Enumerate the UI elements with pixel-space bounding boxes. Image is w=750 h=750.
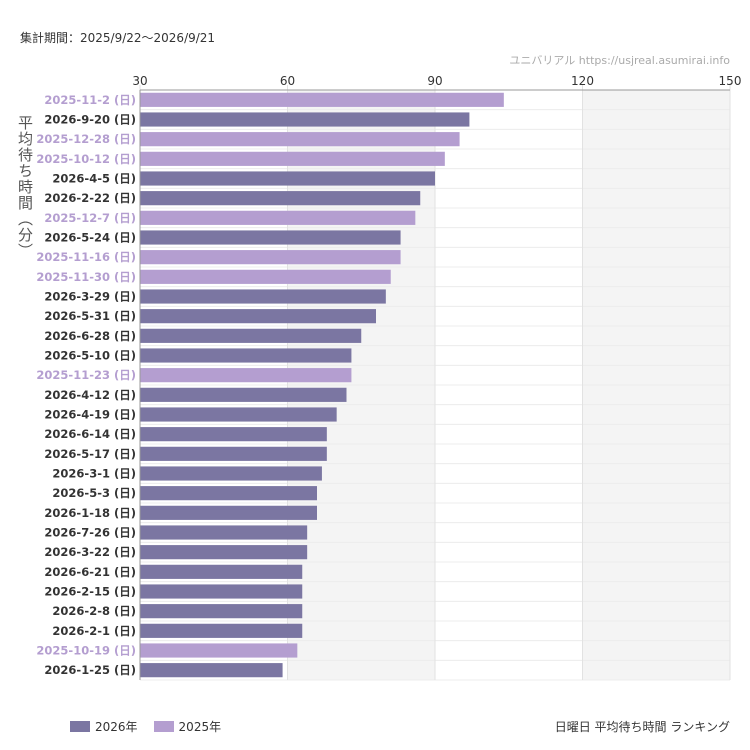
x-tick-label: 60 (280, 74, 295, 88)
category-label: 2025-12-7 (日) (44, 211, 136, 225)
category-label: 2026-1-25 (日) (44, 663, 136, 677)
bar (140, 427, 327, 442)
category-label: 2025-10-19 (日) (36, 644, 136, 658)
x-tick-label: 90 (427, 74, 442, 88)
category-label: 2026-6-14 (日) (44, 427, 136, 441)
bar (140, 525, 308, 540)
bar (140, 643, 298, 658)
bar (140, 368, 352, 383)
category-label: 2026-2-22 (日) (44, 191, 136, 205)
bar (140, 269, 391, 284)
period-label: 集計期間：2025/9/22〜2026/9/21 (20, 31, 216, 45)
category-label: 2026-4-12 (日) (44, 388, 136, 402)
bar (140, 663, 283, 678)
category-label: 2026-6-21 (日) (44, 565, 136, 579)
bar (140, 505, 317, 520)
category-label: 2026-3-22 (日) (44, 545, 136, 559)
category-label: 2025-11-16 (日) (36, 250, 136, 264)
category-label: 2025-11-30 (日) (36, 270, 136, 284)
legend-label-2025: 2025年 (178, 720, 222, 734)
category-label: 2026-9-20 (日) (44, 113, 136, 127)
bar (140, 289, 386, 304)
category-label: 2025-11-23 (日) (36, 368, 136, 382)
category-label: 2026-2-15 (日) (44, 585, 136, 599)
bar (140, 387, 347, 402)
legend-label-2026: 2026年 (95, 720, 138, 734)
legend: 2026年 2025年 (70, 718, 237, 735)
bar (140, 466, 322, 481)
bar (140, 112, 470, 127)
category-label: 2026-1-18 (日) (44, 506, 136, 520)
bar (140, 328, 362, 343)
legend-item-2026[interactable]: 2026年 (70, 718, 138, 735)
category-label: 2025-10-12 (日) (36, 152, 136, 166)
category-label: 2026-5-24 (日) (44, 231, 136, 245)
bar (140, 623, 303, 638)
chart-caption: 日曜日 平均待ち時間 ランキング (554, 720, 730, 734)
category-label: 2026-5-31 (日) (44, 309, 136, 323)
bar (140, 407, 337, 422)
category-label: 2026-5-10 (日) (44, 349, 136, 363)
legend-item-2025[interactable]: 2025年 (153, 718, 222, 735)
bar (140, 250, 401, 265)
x-tick-label: 120 (571, 74, 594, 88)
category-label: 2026-3-29 (日) (44, 290, 136, 304)
bar (140, 151, 445, 166)
category-label: 2026-6-28 (日) (44, 329, 136, 343)
bar (140, 230, 401, 245)
bar (140, 171, 435, 186)
bar (140, 604, 303, 619)
bar (140, 564, 303, 579)
x-tick-label: 30 (132, 74, 147, 88)
bar (140, 132, 460, 147)
x-tick-label: 150 (719, 74, 742, 88)
legend-swatch-2025 (153, 721, 174, 732)
y-axis-label: 平均待ち時間（分） (16, 115, 34, 259)
category-label: 2026-2-1 (日) (52, 624, 136, 638)
legend-swatch-2026 (70, 721, 90, 732)
bar (140, 92, 504, 107)
bar (140, 545, 308, 560)
category-label: 2026-4-19 (日) (44, 408, 136, 422)
category-label: 2026-5-3 (日) (52, 486, 136, 500)
category-label: 2025-12-28 (日) (36, 132, 136, 146)
category-label: 2026-2-8 (日) (52, 604, 136, 618)
bar (140, 210, 416, 225)
bar (140, 486, 317, 501)
bar (140, 446, 327, 461)
category-label: 2026-3-1 (日) (52, 467, 136, 481)
bar (140, 348, 352, 363)
category-label: 2026-7-26 (日) (44, 526, 136, 540)
category-label: 2026-4-5 (日) (52, 172, 136, 186)
source-label: ユニバリアル https://usjreal.asumirai.info (509, 54, 730, 67)
bar (140, 584, 303, 599)
bar (140, 191, 421, 206)
category-label: 2025-11-2 (日) (44, 93, 136, 107)
category-label: 2026-5-17 (日) (44, 447, 136, 461)
bar (140, 309, 376, 324)
